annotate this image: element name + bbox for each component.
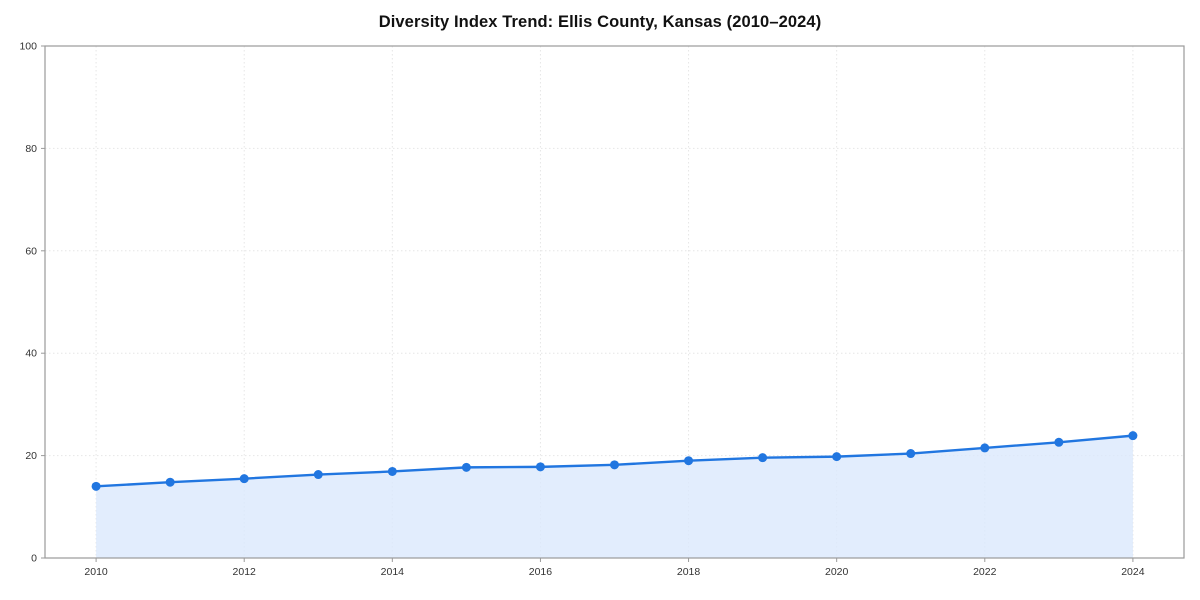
x-tick-label: 2010 xyxy=(84,566,108,578)
y-tick-label: 100 xyxy=(19,41,37,53)
x-tick-label: 2020 xyxy=(825,566,849,578)
data-point xyxy=(165,477,175,487)
area-fill xyxy=(96,435,1133,558)
data-point xyxy=(1054,437,1064,447)
y-tick-label: 40 xyxy=(25,348,37,360)
data-point xyxy=(906,449,916,459)
x-tick-label: 2022 xyxy=(973,566,997,578)
x-tick-label: 2018 xyxy=(677,566,701,578)
data-point xyxy=(832,452,842,462)
x-tick-label: 2024 xyxy=(1121,566,1145,578)
x-tick-label: 2014 xyxy=(381,566,405,578)
x-tick-label: 2016 xyxy=(529,566,553,578)
data-point xyxy=(610,460,619,470)
data-point xyxy=(91,481,101,491)
data-point xyxy=(1128,431,1138,441)
y-tick-label: 60 xyxy=(25,245,37,257)
data-point xyxy=(313,470,323,480)
chart-title: Diversity Index Trend: Ellis County, Kan… xyxy=(378,13,822,31)
data-point xyxy=(535,462,545,472)
y-tick-label: 80 xyxy=(25,143,37,155)
data-point xyxy=(980,443,990,453)
data-point xyxy=(684,456,694,466)
plot-border xyxy=(44,45,1185,559)
y-tick-label: 20 xyxy=(25,450,37,462)
x-tick-label: 2012 xyxy=(233,566,257,578)
data-point xyxy=(239,474,249,484)
data-point xyxy=(387,466,397,476)
data-point xyxy=(758,453,768,463)
data-point xyxy=(461,462,471,472)
y-tick-label: 0 xyxy=(31,553,37,565)
